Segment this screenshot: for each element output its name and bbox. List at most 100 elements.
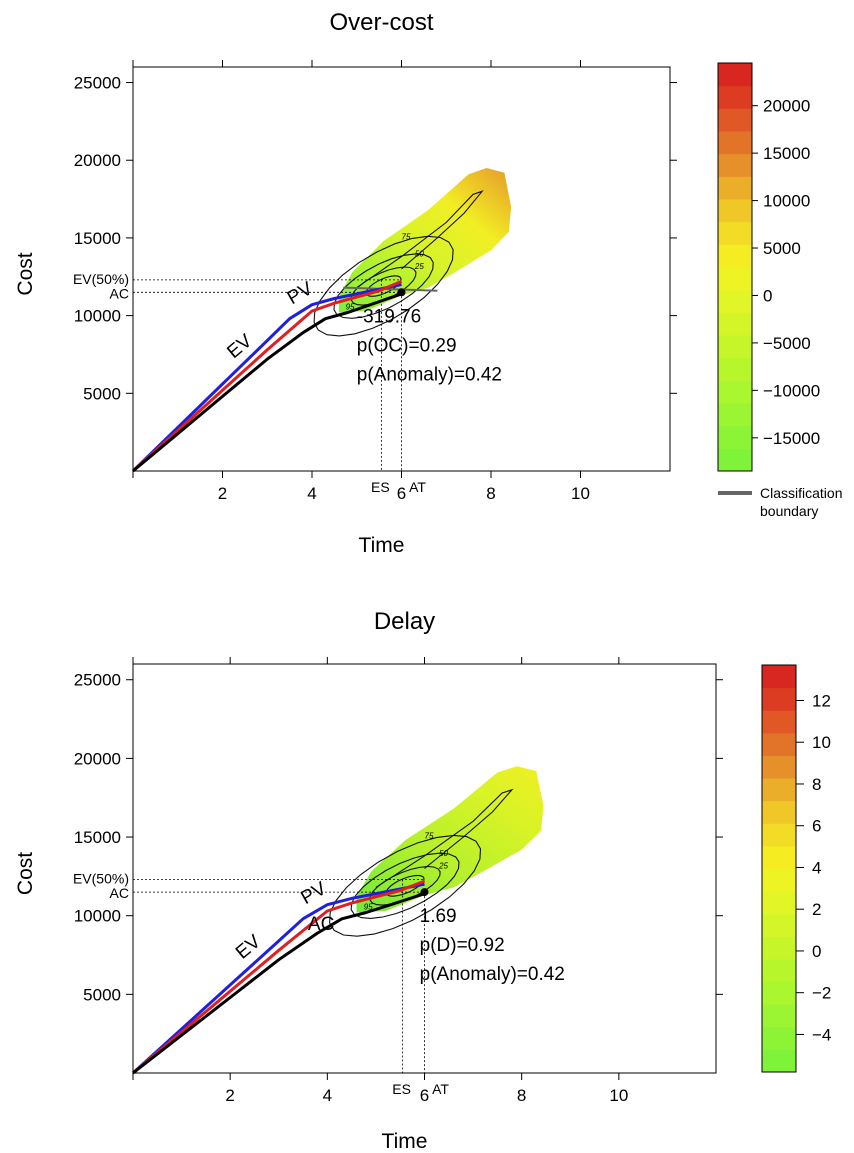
current-point-marker xyxy=(420,888,429,897)
contour-label: 95 xyxy=(346,302,355,311)
colorbar-band xyxy=(762,710,796,734)
y-tick-label: 25000 xyxy=(74,74,121,93)
x-tick-label: 6 xyxy=(397,484,406,503)
at-label: AT xyxy=(409,479,426,495)
colorbar-band xyxy=(762,732,796,756)
colorbar-band xyxy=(718,153,752,177)
y-axis-label: Cost xyxy=(14,252,37,295)
colorbar-band xyxy=(718,199,752,223)
colorbar-band xyxy=(718,425,752,449)
colorbar-tick-label: 2 xyxy=(812,900,821,919)
contour-label: 50 xyxy=(439,849,448,858)
colorbar-tick-label: 8 xyxy=(812,775,821,794)
y-tick-label: 5000 xyxy=(83,384,121,403)
contour-label: 75 xyxy=(425,832,434,841)
colorbar-band xyxy=(718,85,752,109)
colorbar-tick-label: 12 xyxy=(812,691,831,710)
x-tick-label: 8 xyxy=(517,1086,526,1105)
colorbar-band xyxy=(762,687,796,711)
colorbar-tick-label: 4 xyxy=(812,858,821,877)
x-tick-label: 8 xyxy=(486,484,495,503)
y-axis-label: Cost xyxy=(14,852,37,895)
colorbar-band xyxy=(762,1004,796,1028)
annotation-line: p(Anomaly)=0.42 xyxy=(420,964,565,985)
ac-level-label: AC xyxy=(110,285,129,301)
colorbar-frame xyxy=(717,62,753,472)
contour-line xyxy=(375,788,514,888)
series-line-ac xyxy=(132,892,425,1075)
panel-delay: 75 50 25 95 2 4 6 8 10 5000 10000 15000 20000 25000 De… xyxy=(14,608,831,1153)
current-point-marker xyxy=(397,288,406,297)
colorbar-tick-label: −2 xyxy=(812,984,831,1003)
colorbar-band xyxy=(718,221,752,245)
colorbar-band xyxy=(718,131,752,155)
y-tick-label: 20000 xyxy=(74,749,121,768)
colorbar-tick-label: −4 xyxy=(812,1025,831,1044)
classification-boundary xyxy=(343,286,438,292)
colorbar-band xyxy=(762,1049,796,1073)
colorbar-band xyxy=(762,868,796,892)
x-tick-label: 4 xyxy=(307,484,316,503)
density-region xyxy=(356,766,544,913)
chart-title: Over-cost xyxy=(329,9,433,36)
colorbar-band xyxy=(718,176,752,200)
colorbar-band xyxy=(718,335,752,359)
density-region xyxy=(338,168,512,313)
y-tick-label: 10000 xyxy=(74,907,121,926)
colorbar-band xyxy=(718,267,752,291)
annotation-line: -319.76 xyxy=(357,306,421,327)
annotation-line: p(Anomaly)=0.42 xyxy=(357,364,502,385)
colorbar-band xyxy=(762,800,796,824)
x-tick-label: 4 xyxy=(323,1086,332,1105)
colorbar-band xyxy=(762,981,796,1005)
colorbar-band xyxy=(718,312,752,336)
contour-label: 75 xyxy=(402,232,411,241)
colorbar-band xyxy=(762,823,796,847)
ev50-label: EV(50%) xyxy=(73,271,129,287)
x-tick-label: 2 xyxy=(218,484,227,503)
colorbar-band xyxy=(718,244,752,268)
ev-label: EV xyxy=(223,330,256,363)
contour-label: 25 xyxy=(438,862,448,871)
at-label: AT xyxy=(432,1081,449,1097)
y-tick-label: 20000 xyxy=(74,151,121,170)
annotation-line: p(OC)=0.29 xyxy=(357,335,457,356)
colorbar-band xyxy=(718,448,752,472)
ac-label: AC xyxy=(308,914,334,935)
legend-label: boundary xyxy=(760,503,818,519)
ev50-label: EV(50%) xyxy=(73,871,129,887)
ac-level-label: AC xyxy=(110,885,129,901)
series-line-ev xyxy=(131,280,403,473)
es-label: ES xyxy=(392,1081,411,1097)
colorbar-band xyxy=(762,778,796,802)
colorbar-band xyxy=(762,755,796,779)
es-label: ES xyxy=(371,479,390,495)
colorbar-tick-label: 10000 xyxy=(763,192,810,211)
contour-line xyxy=(356,190,484,289)
y-tick-label: 5000 xyxy=(83,985,121,1004)
colorbar-band xyxy=(718,289,752,313)
colorbar-tick-label: 0 xyxy=(763,286,772,305)
chart-title: Delay xyxy=(374,608,435,635)
x-axis-label: Time xyxy=(359,534,405,557)
series-line-pv xyxy=(131,283,402,473)
colorbar-band xyxy=(762,891,796,915)
colorbar-tick-label: −10000 xyxy=(763,381,820,400)
series-line-pv xyxy=(131,882,425,1075)
legend-label: Classification xyxy=(760,485,842,501)
y-tick-label: 25000 xyxy=(74,671,121,690)
colorbar-band xyxy=(718,108,752,132)
y-tick-label: 15000 xyxy=(74,828,121,847)
colorbar-band xyxy=(762,913,796,937)
colorbar-band xyxy=(718,63,752,87)
colorbar-tick-label: 15000 xyxy=(763,144,810,163)
colorbar-band xyxy=(718,357,752,381)
series-line-ac xyxy=(132,292,402,473)
contour-label: 95 xyxy=(364,902,373,911)
x-tick-label: 10 xyxy=(609,1086,628,1105)
x-tick-label: 10 xyxy=(571,484,590,503)
colorbar-tick-label: 0 xyxy=(812,942,821,961)
x-tick-label: 6 xyxy=(420,1086,429,1105)
